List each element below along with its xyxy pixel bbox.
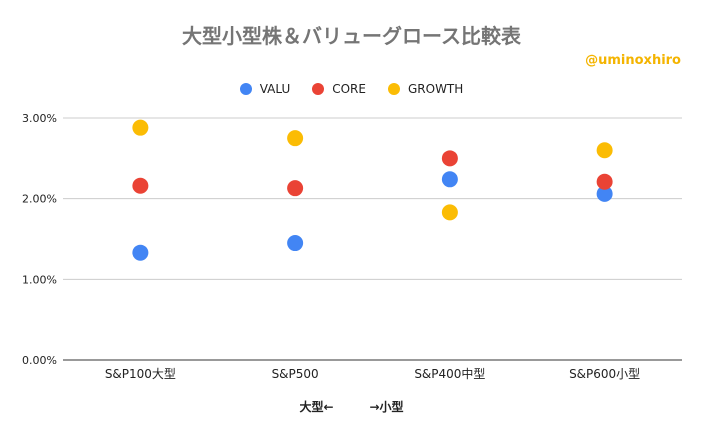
legend-label-growth: GROWTH — [407, 82, 464, 96]
legend-marker-core — [312, 83, 325, 95]
y-tick-label: 2.00% — [22, 193, 57, 206]
legend-marker-growth — [387, 83, 400, 95]
data-point-growth — [132, 119, 149, 136]
legend-item-core: CORE — [312, 82, 366, 96]
legend-label-core: CORE — [332, 82, 366, 96]
data-point-valu — [441, 171, 458, 188]
y-tick-label: 3.00% — [22, 112, 57, 125]
data-point-growth — [287, 130, 304, 147]
x-axis-title: 大型← →小型 — [299, 400, 404, 414]
x-tick-label: S&P600小型 — [569, 367, 640, 381]
y-tick-label: 1.00% — [22, 273, 57, 286]
data-point-core — [441, 150, 458, 167]
data-point-growth — [441, 204, 458, 221]
data-point-valu — [132, 244, 149, 261]
data-point-growth — [596, 142, 613, 159]
chart-legend: VALU CORE GROWTH — [0, 82, 703, 96]
legend-marker-valu — [239, 83, 252, 95]
data-point-core — [287, 180, 304, 197]
chart-title: 大型小型株＆バリューグロース比較表 — [182, 24, 521, 48]
data-point-core — [596, 173, 613, 190]
x-tick-label: S&P500 — [272, 367, 319, 381]
x-tick-label: S&P100大型 — [105, 367, 176, 381]
x-tick-label: S&P400中型 — [414, 366, 485, 381]
legend-item-valu: VALU — [239, 82, 291, 96]
legend-label-valu: VALU — [259, 82, 291, 96]
y-tick-label: 0.00% — [22, 354, 57, 367]
legend-item-growth: GROWTH — [387, 82, 464, 96]
data-point-core — [132, 177, 149, 194]
author-credit[interactable]: @uminoxhiro — [585, 53, 681, 68]
data-point-valu — [596, 185, 613, 202]
data-point-valu — [287, 235, 304, 252]
